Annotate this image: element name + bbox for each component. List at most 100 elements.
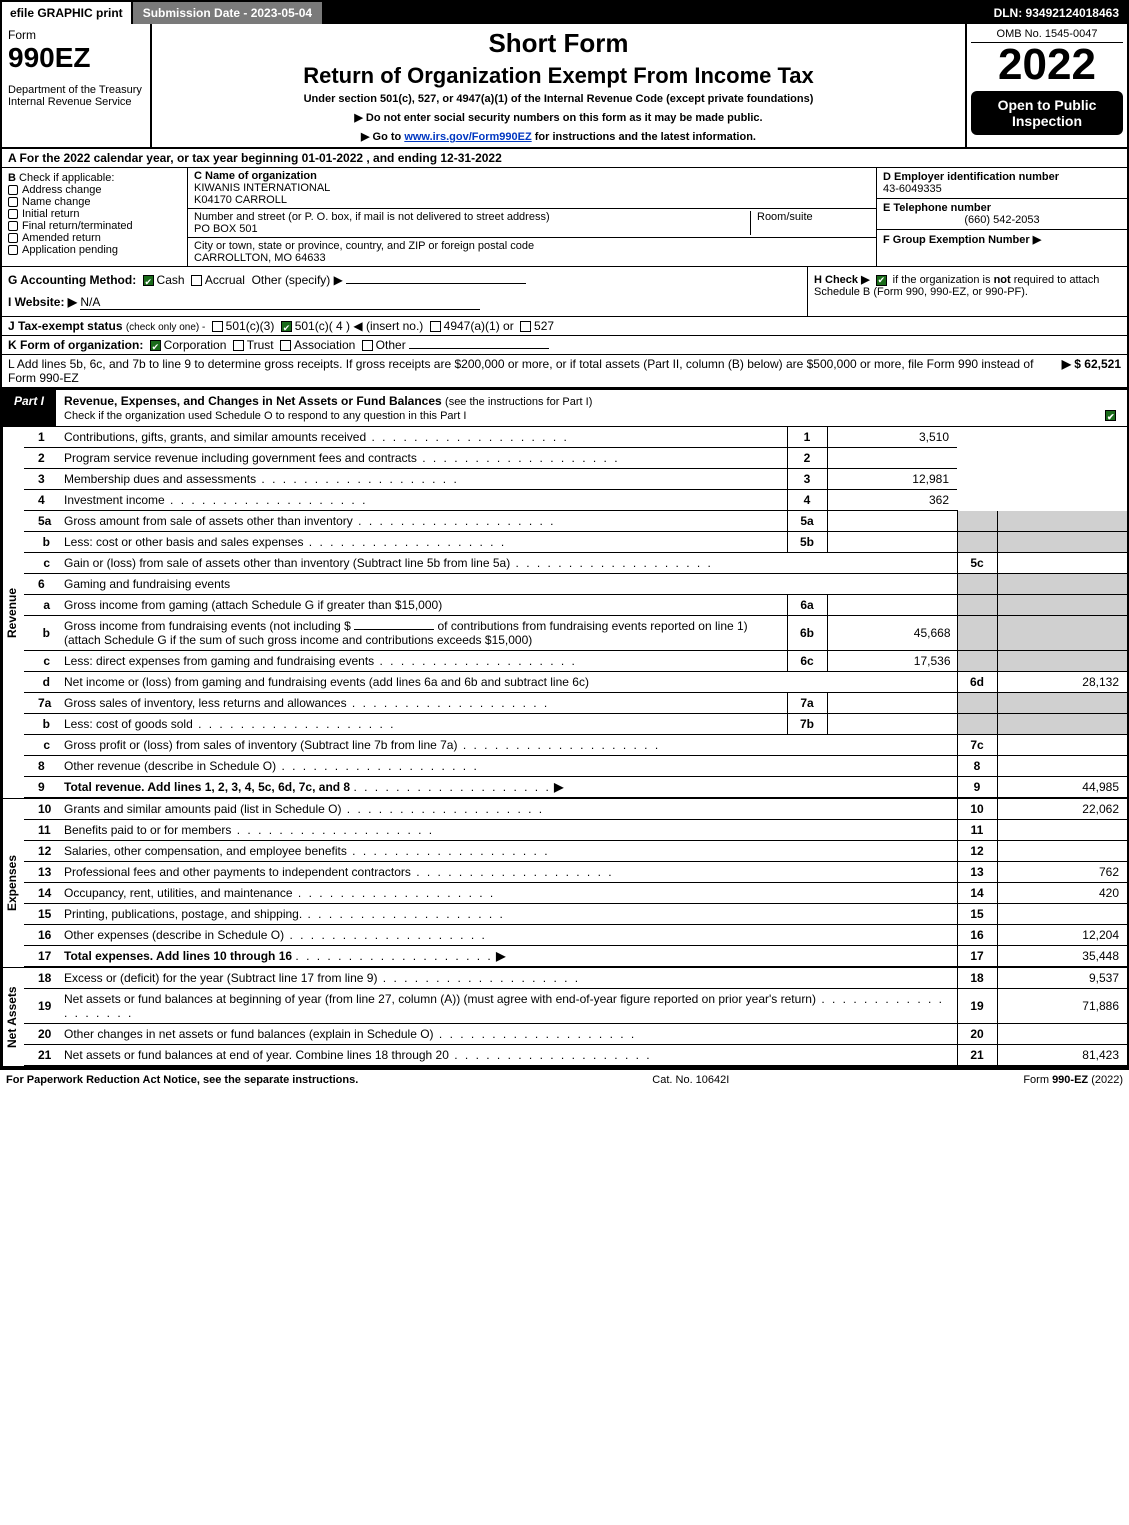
chk-527[interactable]	[520, 321, 531, 332]
chk-final-return[interactable]	[8, 221, 18, 231]
g-accrual: Accrual	[205, 273, 245, 287]
r21-d: Net assets or fund balances at end of ye…	[58, 1045, 957, 1066]
dept-treasury: Department of the Treasury Internal Reve…	[8, 84, 144, 108]
r1-n: 1	[24, 427, 58, 448]
r16-box: 16	[957, 925, 997, 946]
room-label: Room/suite	[757, 211, 813, 223]
chk-assoc[interactable]	[280, 340, 291, 351]
goto-link[interactable]: www.irs.gov/Form990EZ	[404, 131, 531, 143]
chk-501c[interactable]	[281, 321, 292, 332]
r9-v: 44,985	[997, 777, 1127, 798]
chk-scho[interactable]	[1105, 410, 1116, 421]
efile-print[interactable]: efile GRAPHIC print	[2, 2, 133, 24]
revenue-section: Revenue 1Contributions, gifts, grants, a…	[2, 427, 1127, 799]
r10-box: 10	[957, 799, 997, 820]
goto-pre: ▶ Go to	[361, 131, 404, 143]
line-j: J Tax-exempt status (check only one) - 5…	[2, 317, 1127, 336]
k-o2: Association	[294, 338, 355, 352]
r17-dtxt: Total expenses. Add lines 10 through 16	[64, 949, 292, 963]
r6a-iv	[827, 595, 957, 616]
goto-line: ▶ Go to www.irs.gov/Form990EZ for instru…	[160, 130, 957, 143]
r4-d: Investment income	[58, 490, 787, 511]
line-k: K Form of organization: Corporation Trus…	[2, 336, 1127, 355]
chk-address-change[interactable]	[8, 185, 18, 195]
r20-box: 20	[957, 1024, 997, 1045]
short-form-title: Short Form	[160, 28, 957, 59]
r11-n: 11	[24, 820, 58, 841]
r6b-d1: Gross income from fundraising events (no…	[64, 619, 351, 633]
section-def: D Employer identification number 43-6049…	[877, 168, 1127, 266]
chk-application-pending[interactable]	[8, 245, 18, 255]
form-word: Form	[8, 28, 144, 42]
r9-d: Total revenue. Add lines 1, 2, 3, 4, 5c,…	[58, 777, 957, 798]
r5c-d: Gain or (loss) from sale of assets other…	[58, 553, 957, 574]
r8-n: 8	[24, 756, 58, 777]
org-name-2: K04170 CARROLL	[194, 194, 287, 206]
r14-v: 420	[997, 883, 1127, 904]
expenses-vlabel: Expenses	[2, 799, 24, 967]
r5b-g2	[997, 532, 1127, 553]
chk-initial-return[interactable]	[8, 209, 18, 219]
r19-d: Net assets or fund balances at beginning…	[58, 989, 957, 1024]
chk-amended-return[interactable]	[8, 233, 18, 243]
chk-corp[interactable]	[150, 340, 161, 351]
h-not: not	[994, 274, 1011, 286]
r5a-d: Gross amount from sale of assets other t…	[58, 511, 787, 532]
r7c-d: Gross profit or (loss) from sales of inv…	[58, 735, 957, 756]
r14-box: 14	[957, 883, 997, 904]
j-sub: (check only one) -	[126, 322, 205, 333]
form-container: efile GRAPHIC print Submission Date - 20…	[0, 0, 1129, 1070]
r15-n: 15	[24, 904, 58, 925]
r7b-n: b	[24, 714, 58, 735]
r5b-ib: 5b	[787, 532, 827, 553]
chk-accrual[interactable]	[191, 275, 202, 286]
r20-v	[997, 1024, 1127, 1045]
chk-name-change[interactable]	[8, 197, 18, 207]
chk-501c3[interactable]	[212, 321, 223, 332]
r12-v	[997, 841, 1127, 862]
r10-n: 10	[24, 799, 58, 820]
ein: 43-6049335	[883, 183, 942, 195]
f-label: F Group Exemption Number ▶	[883, 234, 1041, 246]
r16-d: Other expenses (describe in Schedule O)	[58, 925, 957, 946]
submission-date: Submission Date - 2023-05-04	[133, 2, 324, 24]
r4-n: 4	[24, 490, 58, 511]
r5b-d: Less: cost or other basis and sales expe…	[58, 532, 787, 553]
r5a-g2	[997, 511, 1127, 532]
r6d-d: Net income or (loss) from gaming and fun…	[58, 672, 957, 693]
k-o3: Other	[376, 338, 406, 352]
r7b-d: Less: cost of goods sold	[58, 714, 787, 735]
r1-v: 3,510	[827, 427, 957, 448]
r7a-g1	[957, 693, 997, 714]
r6a-g2	[997, 595, 1127, 616]
b-item-5: Application pending	[22, 244, 118, 256]
chk-4947[interactable]	[430, 321, 441, 332]
r15-d: Printing, publications, postage, and shi…	[58, 904, 957, 925]
chk-cash[interactable]	[143, 275, 154, 286]
expenses-table: 10Grants and similar amounts paid (list …	[24, 799, 1127, 967]
r7a-d: Gross sales of inventory, less returns a…	[58, 693, 787, 714]
revenue-vlabel: Revenue	[2, 427, 24, 798]
r15-box: 15	[957, 904, 997, 925]
r3-n: 3	[24, 469, 58, 490]
line-h: H Check ▶ if the organization is not req…	[807, 267, 1127, 316]
chk-trust[interactable]	[233, 340, 244, 351]
r6b-g2	[997, 616, 1127, 651]
r9-arrow: ▶	[554, 780, 563, 794]
r7c-n: c	[24, 735, 58, 756]
part1-sub: (see the instructions for Part I)	[445, 396, 592, 408]
r5b-n: b	[24, 532, 58, 553]
city-val: CARROLLTON, MO 64633	[194, 252, 326, 264]
r6d-v: 28,132	[997, 672, 1127, 693]
r6c-ib: 6c	[787, 651, 827, 672]
k-label: K Form of organization:	[8, 338, 143, 352]
netassets-section: Net Assets 18Excess or (deficit) for the…	[2, 968, 1127, 1068]
chk-other-org[interactable]	[362, 340, 373, 351]
chk-h[interactable]	[876, 275, 887, 286]
r20-d: Other changes in net assets or fund bala…	[58, 1024, 957, 1045]
r3-box: 3	[787, 469, 827, 490]
r15-v	[997, 904, 1127, 925]
r17-box: 17	[957, 946, 997, 967]
j-o2: 501(c)( 4 ) ◀ (insert no.)	[295, 319, 424, 333]
line-g-h: G Accounting Method: Cash Accrual Other …	[2, 267, 1127, 317]
